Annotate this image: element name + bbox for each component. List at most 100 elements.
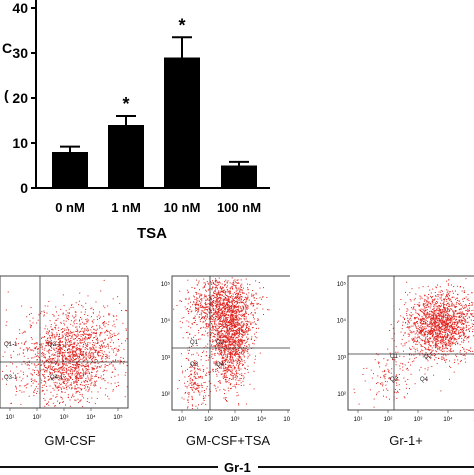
event-dot bbox=[185, 370, 186, 371]
event-dot bbox=[187, 406, 188, 407]
event-dot bbox=[188, 350, 189, 351]
event-dot bbox=[68, 319, 69, 320]
event-dot bbox=[406, 282, 407, 283]
event-dot bbox=[217, 288, 218, 289]
event-dot bbox=[225, 309, 226, 310]
event-dot bbox=[426, 300, 427, 301]
event-dot bbox=[221, 355, 222, 356]
event-dot bbox=[183, 337, 184, 338]
event-dot bbox=[198, 304, 199, 305]
event-dot bbox=[239, 380, 240, 381]
event-dot bbox=[95, 385, 96, 386]
event-dot bbox=[246, 328, 247, 329]
event-dot bbox=[244, 331, 245, 332]
event-dot bbox=[225, 298, 226, 299]
event-dot bbox=[442, 291, 443, 292]
event-dot bbox=[52, 314, 53, 315]
event-dot bbox=[225, 349, 226, 350]
event-dot bbox=[189, 375, 190, 376]
event-dot bbox=[69, 358, 70, 359]
event-dot bbox=[226, 369, 227, 370]
event-dot bbox=[215, 297, 216, 298]
event-dot bbox=[444, 342, 445, 343]
event-dot bbox=[230, 319, 231, 320]
event-dot bbox=[82, 334, 83, 335]
event-dot bbox=[263, 287, 264, 288]
event-dot bbox=[71, 369, 72, 370]
event-dot bbox=[190, 387, 191, 388]
event-dot bbox=[194, 382, 195, 383]
event-dot bbox=[226, 367, 227, 368]
event-dot bbox=[448, 334, 449, 335]
event-dot bbox=[468, 336, 469, 337]
event-dot bbox=[198, 310, 199, 311]
event-dot bbox=[206, 309, 207, 310]
event-dot bbox=[210, 319, 211, 320]
significance-marker: * bbox=[122, 94, 129, 114]
event-dot bbox=[203, 311, 204, 312]
event-dot bbox=[239, 289, 240, 290]
event-dot bbox=[464, 351, 465, 352]
event-dot bbox=[203, 403, 204, 404]
event-dot bbox=[61, 391, 62, 392]
event-dot bbox=[62, 352, 63, 353]
event-dot bbox=[101, 365, 102, 366]
event-dot bbox=[241, 279, 242, 280]
event-dot bbox=[198, 330, 199, 331]
event-dot bbox=[50, 358, 51, 359]
event-dot bbox=[192, 304, 193, 305]
event-dot bbox=[225, 315, 226, 316]
event-dot bbox=[235, 281, 236, 282]
y-axis-label-fragment: C bbox=[2, 40, 12, 56]
event-dot bbox=[238, 283, 239, 284]
event-dot bbox=[231, 354, 232, 355]
event-dot bbox=[198, 332, 199, 333]
event-dot bbox=[193, 386, 194, 387]
event-dot bbox=[237, 330, 238, 331]
event-dot bbox=[199, 289, 200, 290]
event-dot bbox=[246, 299, 247, 300]
event-dot bbox=[250, 313, 251, 314]
event-dot bbox=[47, 338, 48, 339]
event-dot bbox=[227, 306, 228, 307]
event-dot bbox=[227, 335, 228, 336]
event-dot bbox=[88, 337, 89, 338]
event-dot bbox=[200, 299, 201, 300]
event-dot bbox=[246, 351, 247, 352]
event-dot bbox=[225, 308, 226, 309]
event-dot bbox=[101, 332, 102, 333]
event-dot bbox=[72, 373, 73, 374]
event-dot bbox=[84, 324, 85, 325]
event-dot bbox=[246, 298, 247, 299]
event-dot bbox=[108, 348, 109, 349]
event-dot bbox=[220, 346, 221, 347]
event-dot bbox=[207, 335, 208, 336]
event-dot bbox=[248, 314, 249, 315]
event-dot bbox=[98, 351, 99, 352]
event-dot bbox=[33, 350, 34, 351]
event-dot bbox=[213, 317, 214, 318]
event-dot bbox=[188, 299, 189, 300]
event-dot bbox=[88, 356, 89, 357]
event-dot bbox=[233, 373, 234, 374]
event-dot bbox=[60, 322, 61, 323]
event-dot bbox=[225, 376, 226, 377]
event-dot bbox=[441, 343, 442, 344]
event-dot bbox=[217, 301, 218, 302]
event-dot bbox=[87, 319, 88, 320]
event-dot bbox=[190, 302, 191, 303]
event-dot bbox=[91, 356, 92, 357]
x-axis-label: TSA bbox=[137, 225, 167, 242]
event-dot bbox=[439, 328, 440, 329]
event-dot bbox=[70, 344, 71, 345]
event-dot bbox=[241, 330, 242, 331]
event-dot bbox=[43, 398, 44, 399]
event-dot bbox=[55, 355, 56, 356]
event-dot bbox=[218, 311, 219, 312]
event-dot bbox=[75, 381, 76, 382]
event-dot bbox=[112, 325, 113, 326]
event-dot bbox=[109, 356, 110, 357]
event-dot bbox=[91, 375, 92, 376]
event-dot bbox=[236, 312, 237, 313]
event-dot bbox=[79, 327, 80, 328]
